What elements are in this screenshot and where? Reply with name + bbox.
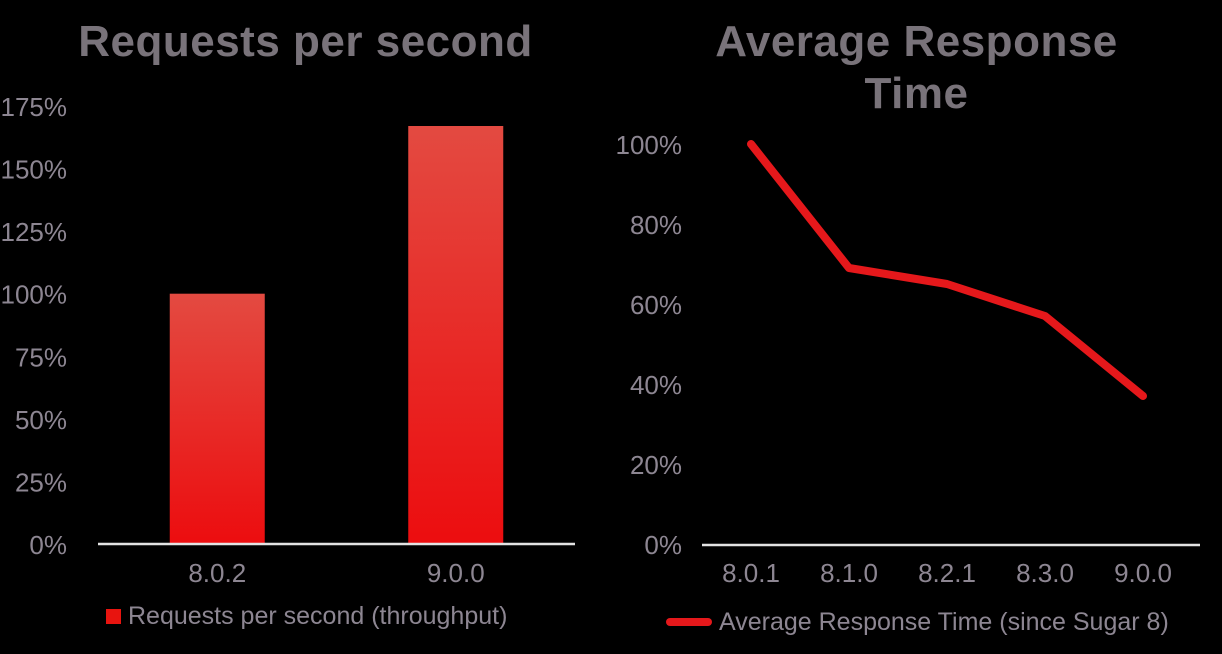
line-chart-legend: Average Response Time (since Sugar 8): [666, 608, 1169, 636]
line-legend-label: Average Response Time (since Sugar 8): [719, 607, 1169, 636]
x-axis-tick-label: 8.2.1: [918, 558, 976, 588]
y-axis-tick-label: 25%: [15, 467, 67, 497]
x-axis-tick-label: 8.3.0: [1016, 558, 1074, 588]
x-axis-tick-label: 8.0.1: [722, 558, 780, 588]
x-axis-tick-label: 9.0.0: [1114, 558, 1172, 588]
legend-square-swatch-icon: [106, 608, 121, 624]
average-response-time-chart: Average Response Time 0% 20% 40% 60% 80% 100%…: [611, 0, 1222, 654]
line-chart-plot-area: 0% 20% 40% 60% 80% 100% 8.0.1 8.1.0 8.2.1 8.3.0 9.…: [616, 130, 1200, 588]
bar-9.0.0: [408, 125, 504, 545]
y-axis-tick-label: 0%: [644, 530, 682, 560]
x-axis-tick-label: 8.0.2: [188, 558, 246, 588]
legend-line-swatch-icon: [666, 618, 712, 626]
y-axis-tick-label: 75%: [15, 342, 67, 372]
requests-per-second-chart: Requests per second 0% 25% 50% 75% 100% 125% 1…: [1, 17, 575, 630]
y-axis-tick-label: 0%: [29, 530, 67, 560]
y-axis-tick-label: 125%: [1, 217, 68, 247]
line-chart-title: Average Response Time: [715, 17, 1118, 118]
y-axis-tick-label: 40%: [630, 370, 682, 400]
y-axis-tick-label: 150%: [1, 155, 68, 185]
response-time-line-series: [747, 140, 1147, 400]
y-axis-tick-label: 50%: [15, 405, 67, 435]
y-axis-tick-label: 60%: [630, 290, 682, 320]
y-axis-tick-label: 20%: [630, 450, 682, 480]
bar-chart-legend: Requests per second (throughput): [106, 602, 507, 630]
y-axis-tick-label: 80%: [630, 210, 682, 240]
x-axis-tick-label: 8.1.0: [820, 558, 878, 588]
y-axis-tick-label: 100%: [616, 130, 683, 160]
y-axis-tick-label: 100%: [1, 280, 68, 310]
bar-chart-plot-area: 0% 25% 50% 75% 100% 125% 150% 175% 8.0.2 9.0.0: [1, 92, 575, 588]
bar-legend-label: Requests per second (throughput): [128, 601, 508, 630]
x-axis-tick-label: 9.0.0: [427, 558, 485, 588]
bar-chart-title: Requests per second: [78, 17, 533, 66]
y-axis-tick-label: 175%: [1, 92, 68, 122]
bar-8.0.2: [169, 293, 265, 544]
